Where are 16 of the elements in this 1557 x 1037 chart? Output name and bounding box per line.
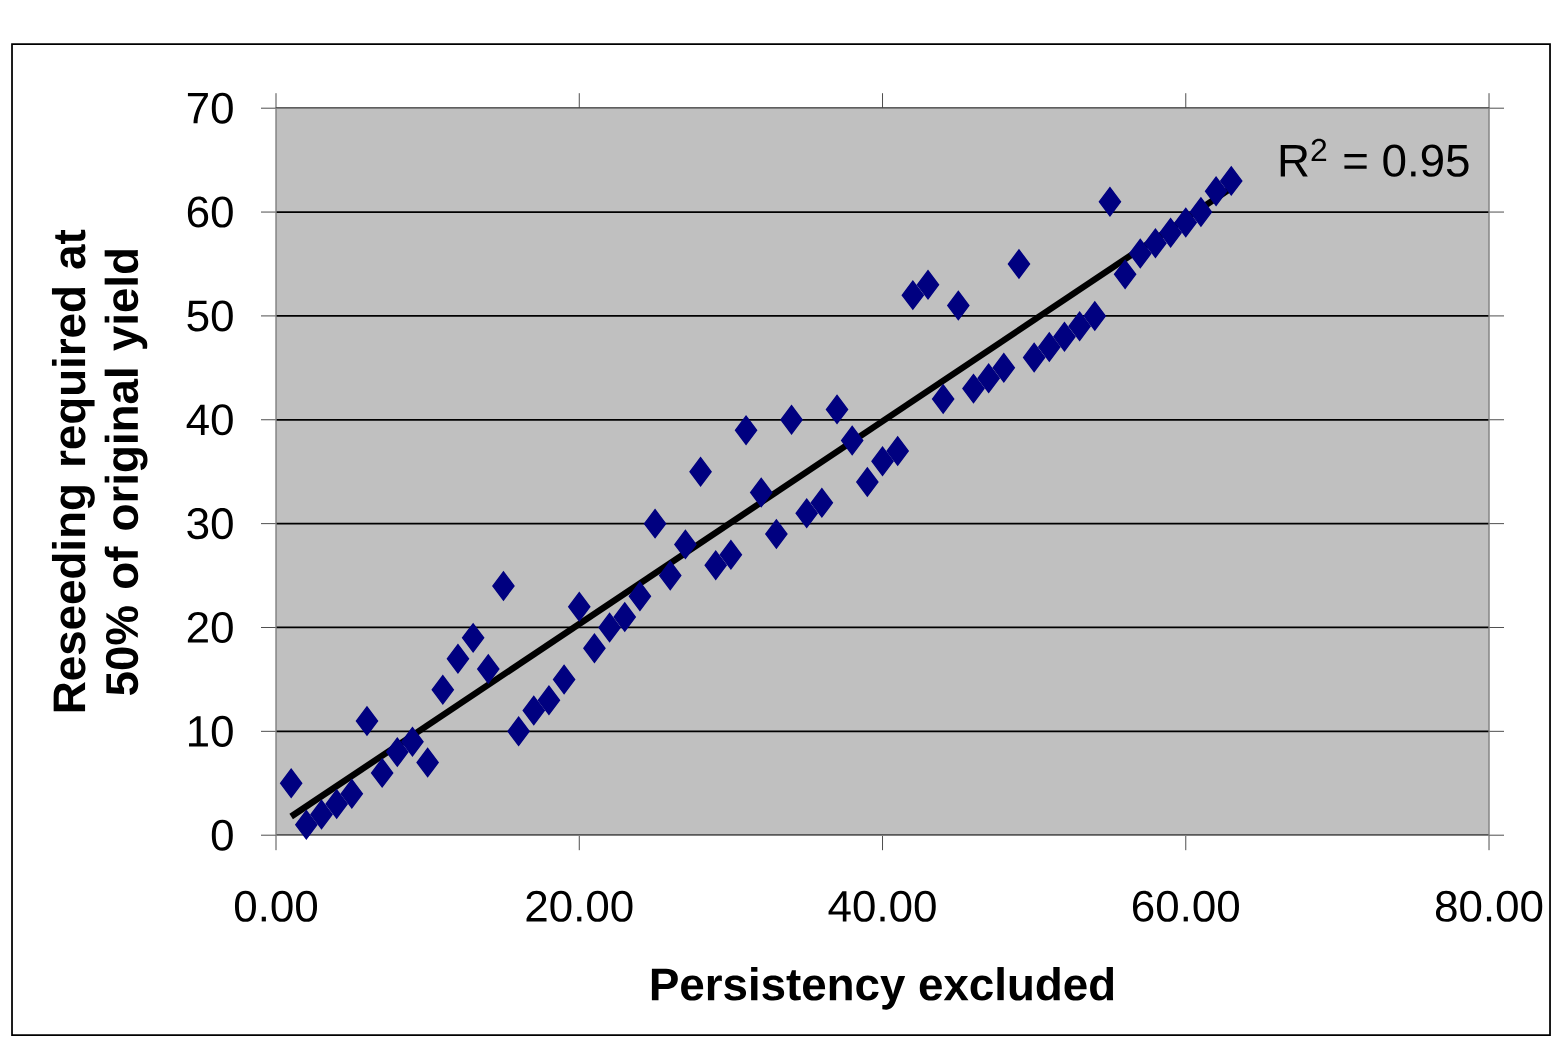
x-tick-label: 80.00 xyxy=(1435,890,1543,922)
x-tick-label: 0.00 xyxy=(234,890,318,922)
y-tick-label: 20 xyxy=(187,611,233,643)
annotation: R$^{2}$ = 0.95 xyxy=(1280,138,1469,177)
x-tick-label: 60.00 xyxy=(1133,890,1239,922)
y-tick-label: 40 xyxy=(186,404,233,436)
y-tick-label: 50 xyxy=(187,300,233,332)
x-axis-title: Persistency excluded xyxy=(651,966,1114,1010)
y-tick-label: 30 xyxy=(187,508,233,540)
y-tick-label: 0 xyxy=(211,819,233,851)
x-tick-label: 20.00 xyxy=(526,890,633,922)
y-tick-label: 10 xyxy=(189,715,233,747)
y-tick-label: 70 xyxy=(187,92,233,124)
x-tick-label: 40.00 xyxy=(828,890,936,922)
y-tick-label: 60 xyxy=(187,196,233,228)
y-axis-title: Reseeding required at 50% of original yield xyxy=(51,229,148,712)
